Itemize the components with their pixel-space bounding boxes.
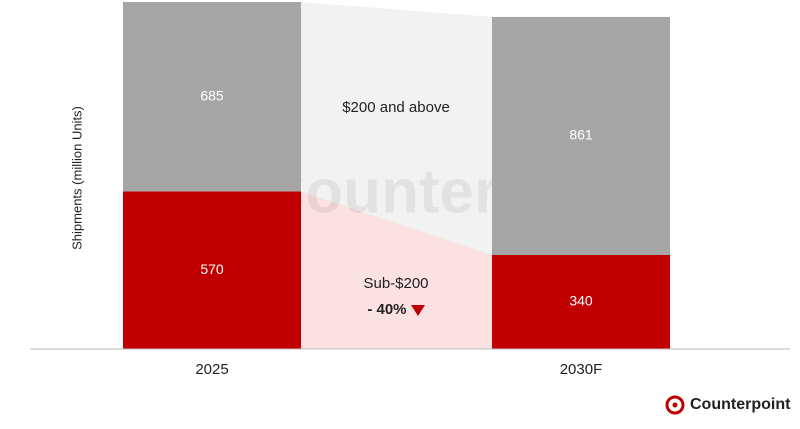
data-label: 861 [569,127,593,143]
y-axis-label: Shipments (million Units) [69,106,84,250]
data-label: 570 [200,261,224,277]
down-arrow [410,305,425,317]
data-label: 340 [569,293,593,309]
bar-segment [492,16,670,255]
bar-segment [492,254,670,349]
connector [301,191,492,349]
logo-text: Counterpoint [690,396,791,413]
segment-note: Sub-$200 [363,275,429,292]
change-note: - 40% [331,300,461,320]
x-tick-label: 2025 [195,361,228,378]
bar-segment [123,2,301,192]
logo-icon [665,395,685,415]
segment-note: $200 and above [342,99,450,116]
connector [301,2,492,255]
data-label: 685 [200,87,224,103]
change-label: - 40% [367,301,407,318]
bar-segment [123,191,301,349]
x-tick-label: 2030F [560,361,603,378]
